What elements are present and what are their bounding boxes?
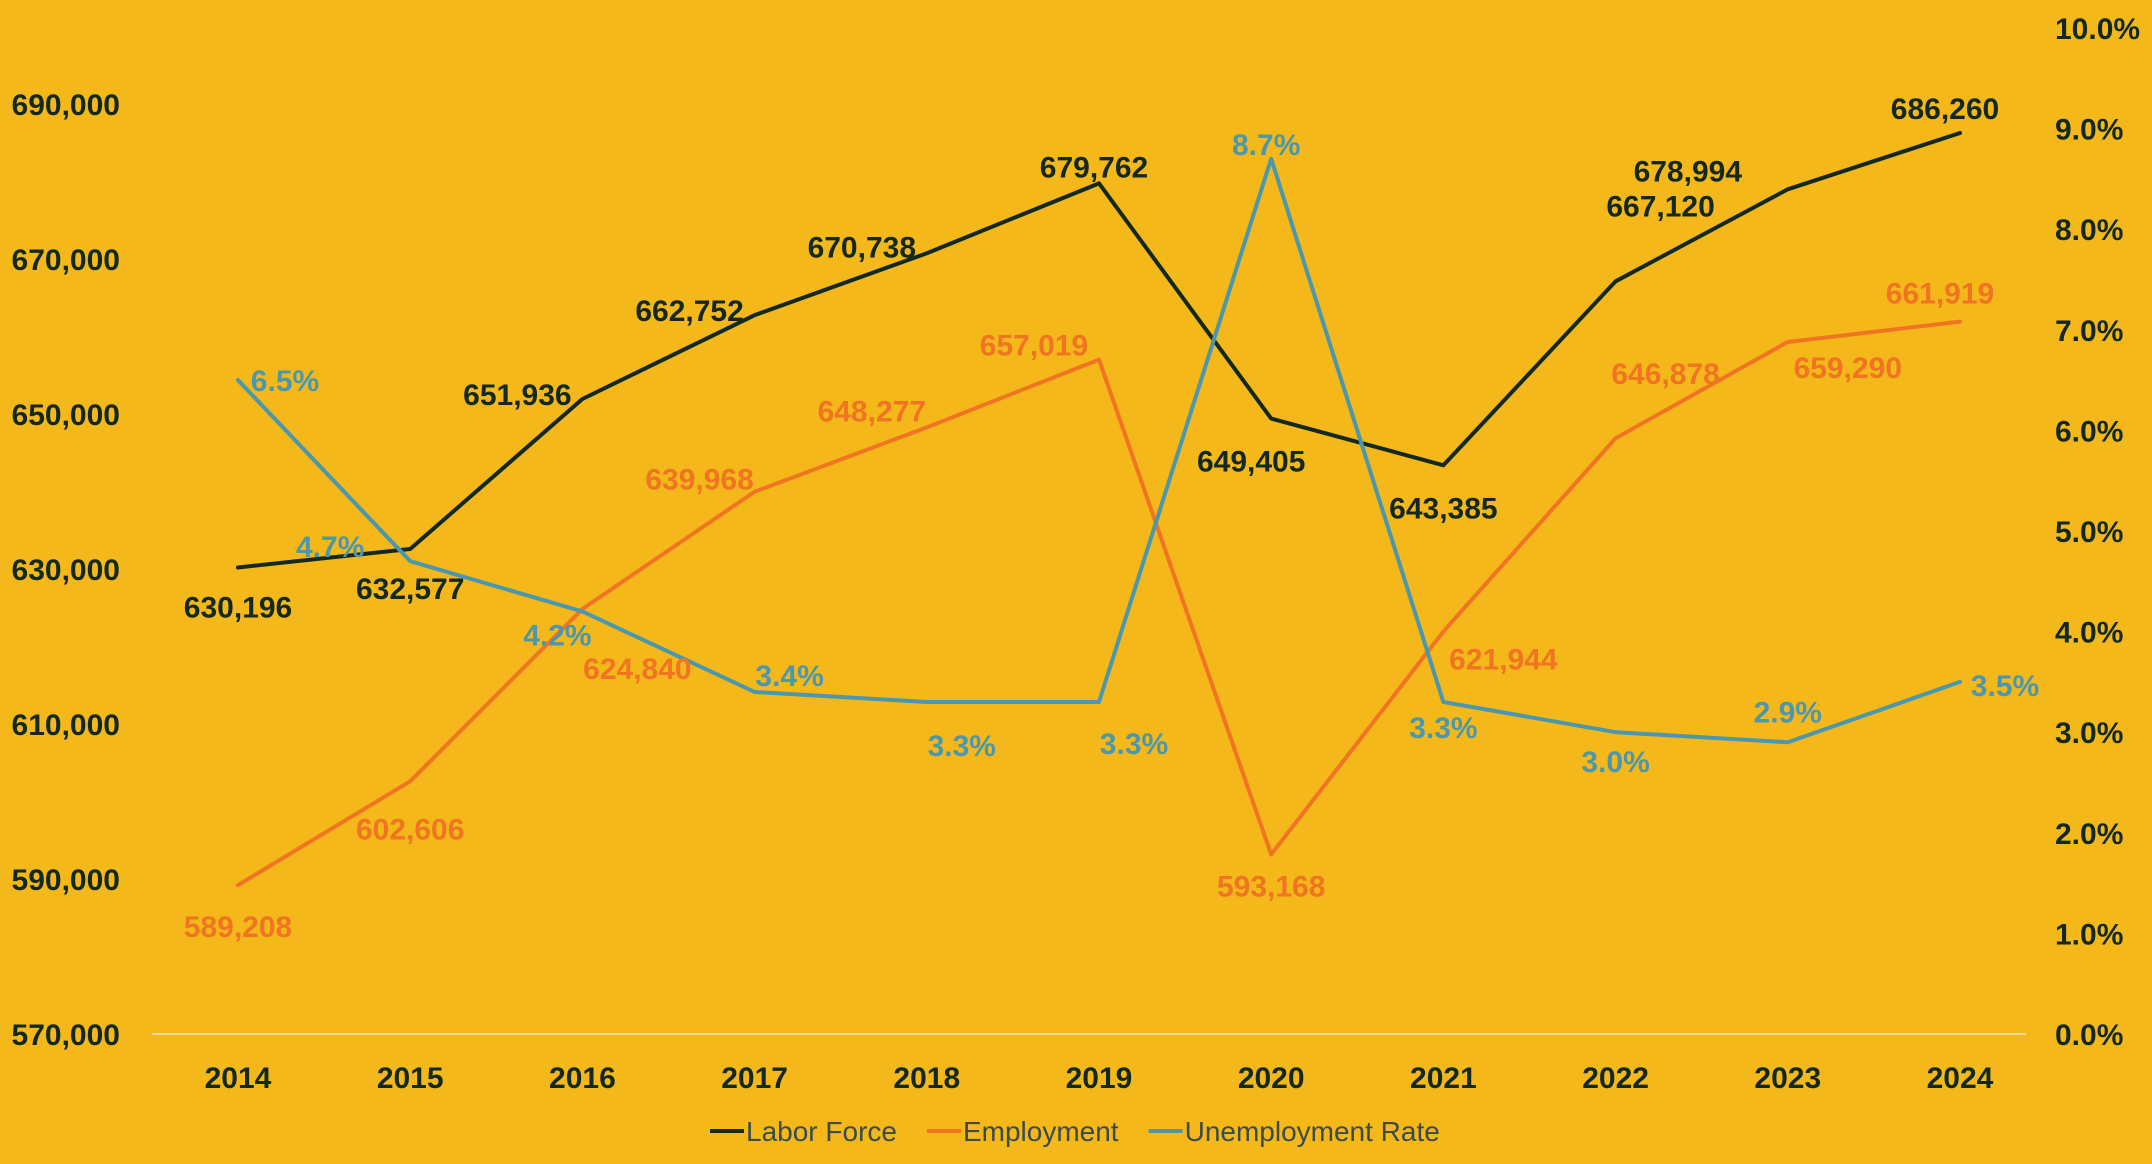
right-tick-label: 5.0% [2055, 516, 2123, 549]
x-tick-label: 2020 [1238, 1062, 1305, 1095]
series-line-unemployment-rate [236, 156, 1962, 745]
x-tick-label: 2022 [1582, 1062, 1649, 1095]
data-label: 3.3% [1100, 728, 1168, 761]
data-label: 2.9% [1754, 696, 1822, 729]
left-tick-label: 690,000 [12, 89, 120, 122]
data-label: 662,752 [635, 295, 743, 328]
data-label: 3.0% [1581, 746, 1649, 779]
data-label: 8.7% [1232, 129, 1300, 162]
data-label: 589,208 [184, 911, 292, 944]
x-tick-label: 2018 [893, 1062, 960, 1095]
data-label: 659,290 [1794, 352, 1902, 385]
x-tick-label: 2014 [205, 1062, 272, 1095]
right-tick-label: 3.0% [2055, 717, 2123, 750]
right-tick-label: 8.0% [2055, 214, 2123, 247]
legend-label: Unemployment Rate [1185, 1116, 1440, 1147]
legend-label: Labor Force [746, 1116, 897, 1147]
data-label: 632,577 [356, 573, 464, 606]
data-label: 649,405 [1197, 446, 1305, 479]
x-tick-label: 2019 [1066, 1062, 1133, 1095]
data-label: 621,944 [1449, 643, 1558, 676]
x-tick-label: 2016 [549, 1062, 616, 1095]
x-tick-label: 2024 [1927, 1062, 1994, 1095]
data-label: 657,019 [980, 330, 1088, 363]
data-label: 648,277 [818, 395, 926, 428]
x-tick-label: 2017 [721, 1062, 788, 1095]
data-label: 593,168 [1217, 870, 1325, 903]
right-tick-label: 6.0% [2055, 415, 2123, 448]
data-label: 646,878 [1611, 358, 1719, 391]
data-label: 4.7% [296, 531, 364, 564]
data-label: 6.5% [251, 365, 319, 398]
right-tick-label: 1.0% [2055, 918, 2123, 951]
data-label: 3.5% [1971, 670, 2039, 703]
x-tick-label: 2023 [1754, 1062, 1821, 1095]
data-label: 602,606 [356, 813, 464, 846]
right-tick-label: 0.0% [2055, 1019, 2123, 1052]
series-line-labor-force [236, 130, 1962, 570]
data-label: 3.3% [928, 730, 996, 763]
left-tick-label: 570,000 [12, 1019, 120, 1052]
right-tick-label: 9.0% [2055, 114, 2123, 147]
x-tick-label: 2015 [377, 1062, 444, 1095]
series-line-employment [236, 319, 1962, 888]
right-tick-label: 7.0% [2055, 315, 2123, 348]
data-label: 670,738 [808, 231, 916, 264]
data-label: 679,762 [1040, 151, 1148, 184]
left-tick-label: 630,000 [12, 554, 120, 587]
data-label: 651,936 [463, 379, 571, 412]
data-label: 624,840 [583, 653, 691, 686]
x-tick-label: 2021 [1410, 1062, 1477, 1095]
data-label: 3.3% [1409, 712, 1477, 745]
x-axis-ticks: 2014 2015 2016 2017 2018 2019 2020 2021 2022 2023… [205, 1062, 1994, 1095]
left-tick-label: 610,000 [12, 709, 120, 742]
left-tick-label: 650,000 [12, 399, 120, 432]
left-axis-ticks: 570,000 590,000 610,000 630,000 650,000 670,0… [12, 89, 120, 1052]
series-lines [236, 130, 1962, 888]
data-label: 630,196 [184, 591, 292, 624]
data-labels: 630,196 632,577 651,936 662,752 670,738 679,7… [184, 93, 2039, 944]
right-tick-label: 4.0% [2055, 617, 2123, 650]
data-label: 3.4% [755, 660, 823, 693]
data-label: 667,120 [1606, 190, 1714, 223]
legend: Labor Force Employment Unemployment Rate [710, 1116, 1440, 1147]
legend-label: Employment [963, 1116, 1119, 1147]
data-label: 643,385 [1389, 492, 1497, 525]
data-label: 661,919 [1886, 278, 1994, 311]
data-label: 678,994 [1634, 155, 1743, 188]
left-tick-label: 670,000 [12, 244, 120, 277]
data-label: 686,260 [1891, 93, 1999, 126]
right-axis-ticks: 0.0% 1.0% 2.0% 3.0% 4.0% 5.0% 6.0% 7.0% 8.0% 9.0%… [2055, 13, 2140, 1052]
data-label: 4.2% [523, 619, 591, 652]
right-tick-label: 10.0% [2055, 13, 2140, 46]
left-tick-label: 590,000 [12, 864, 120, 897]
data-label: 639,968 [645, 464, 753, 497]
right-tick-label: 2.0% [2055, 818, 2123, 851]
